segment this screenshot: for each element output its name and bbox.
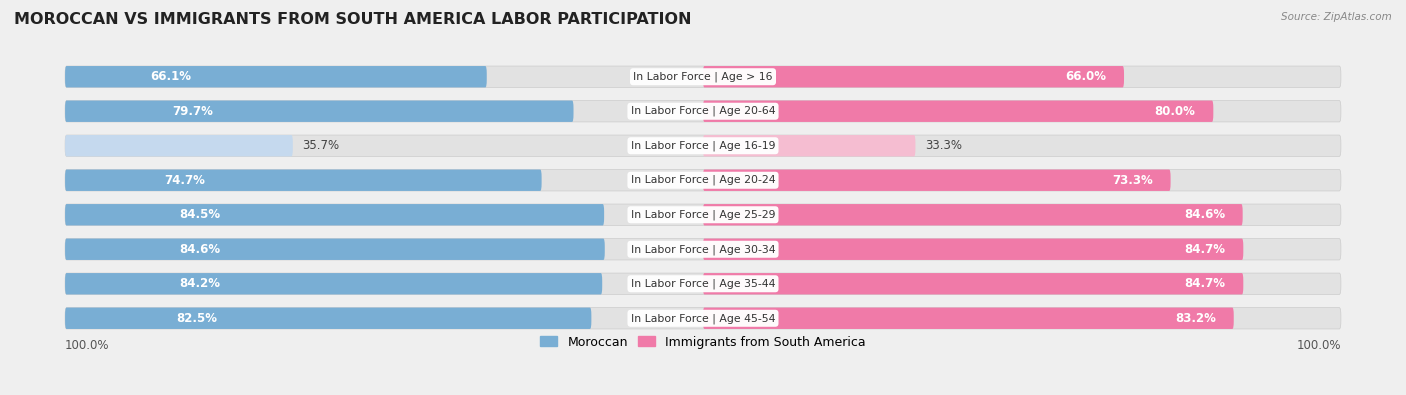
FancyBboxPatch shape [65, 101, 574, 122]
Text: 74.7%: 74.7% [163, 174, 205, 187]
Text: 73.3%: 73.3% [1112, 174, 1153, 187]
Text: 79.7%: 79.7% [172, 105, 212, 118]
FancyBboxPatch shape [703, 101, 1213, 122]
FancyBboxPatch shape [703, 308, 1233, 329]
FancyBboxPatch shape [65, 239, 605, 260]
FancyBboxPatch shape [65, 169, 1341, 191]
Text: In Labor Force | Age > 16: In Labor Force | Age > 16 [633, 71, 773, 82]
FancyBboxPatch shape [65, 135, 1341, 156]
FancyBboxPatch shape [65, 308, 1341, 329]
FancyBboxPatch shape [65, 204, 1341, 226]
Text: 84.7%: 84.7% [1184, 243, 1226, 256]
FancyBboxPatch shape [65, 273, 1341, 294]
FancyBboxPatch shape [703, 204, 1243, 226]
FancyBboxPatch shape [703, 169, 1171, 191]
FancyBboxPatch shape [703, 135, 915, 156]
Text: In Labor Force | Age 20-64: In Labor Force | Age 20-64 [631, 106, 775, 117]
FancyBboxPatch shape [65, 239, 1341, 260]
Text: In Labor Force | Age 35-44: In Labor Force | Age 35-44 [631, 278, 775, 289]
Text: MOROCCAN VS IMMIGRANTS FROM SOUTH AMERICA LABOR PARTICIPATION: MOROCCAN VS IMMIGRANTS FROM SOUTH AMERIC… [14, 12, 692, 27]
Text: In Labor Force | Age 25-29: In Labor Force | Age 25-29 [631, 209, 775, 220]
Text: In Labor Force | Age 20-24: In Labor Force | Age 20-24 [631, 175, 775, 186]
Text: 82.5%: 82.5% [176, 312, 217, 325]
FancyBboxPatch shape [65, 204, 605, 226]
Text: 80.0%: 80.0% [1154, 105, 1195, 118]
FancyBboxPatch shape [65, 101, 1341, 122]
FancyBboxPatch shape [65, 66, 1341, 87]
Text: 84.5%: 84.5% [180, 208, 221, 221]
FancyBboxPatch shape [65, 66, 486, 87]
FancyBboxPatch shape [703, 273, 1243, 294]
FancyBboxPatch shape [65, 135, 292, 156]
Text: Source: ZipAtlas.com: Source: ZipAtlas.com [1281, 12, 1392, 22]
Text: 84.7%: 84.7% [1184, 277, 1226, 290]
FancyBboxPatch shape [703, 239, 1243, 260]
Legend: Moroccan, Immigrants from South America: Moroccan, Immigrants from South America [534, 331, 872, 354]
FancyBboxPatch shape [65, 308, 592, 329]
Text: In Labor Force | Age 16-19: In Labor Force | Age 16-19 [631, 141, 775, 151]
Text: 84.6%: 84.6% [180, 243, 221, 256]
Text: 33.3%: 33.3% [925, 139, 962, 152]
Text: 84.6%: 84.6% [1184, 208, 1225, 221]
Text: 66.0%: 66.0% [1066, 70, 1107, 83]
Text: In Labor Force | Age 30-34: In Labor Force | Age 30-34 [631, 244, 775, 254]
Text: 100.0%: 100.0% [1296, 339, 1341, 352]
Text: 83.2%: 83.2% [1175, 312, 1216, 325]
Text: 66.1%: 66.1% [150, 70, 191, 83]
Text: In Labor Force | Age 45-54: In Labor Force | Age 45-54 [631, 313, 775, 324]
Text: 35.7%: 35.7% [302, 139, 339, 152]
Text: 100.0%: 100.0% [65, 339, 110, 352]
FancyBboxPatch shape [703, 66, 1123, 87]
FancyBboxPatch shape [65, 169, 541, 191]
FancyBboxPatch shape [65, 273, 602, 294]
Text: 84.2%: 84.2% [179, 277, 219, 290]
